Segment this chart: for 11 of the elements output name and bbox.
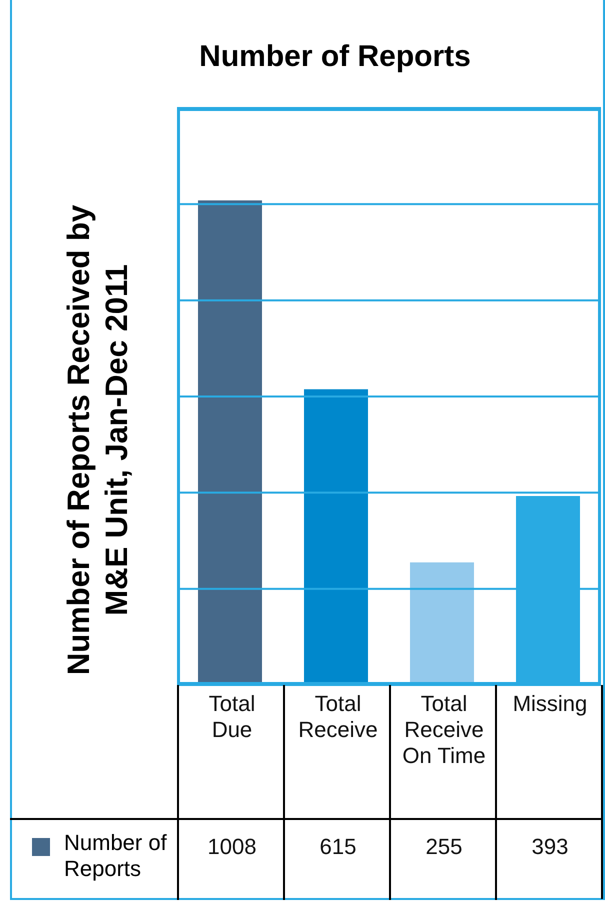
x-tick-label: Total Due [177, 685, 285, 818]
data-label: 393 [495, 818, 603, 900]
x-tick-label: Total Receive On Time [389, 685, 497, 818]
data-label: 1008 [177, 818, 285, 900]
legend-label: Number of Reports [63, 830, 168, 882]
chart-title: Number of Reports [198, 40, 472, 74]
data-label: 615 [283, 818, 391, 900]
x-tick-label: Total Receive [283, 685, 391, 818]
y-axis-title: Number of Reports Received by M&E Unit, Jan-Dec 2011 [60, 204, 135, 678]
data-label: 255 [389, 818, 497, 900]
x-tick-label: Missing [495, 685, 603, 818]
